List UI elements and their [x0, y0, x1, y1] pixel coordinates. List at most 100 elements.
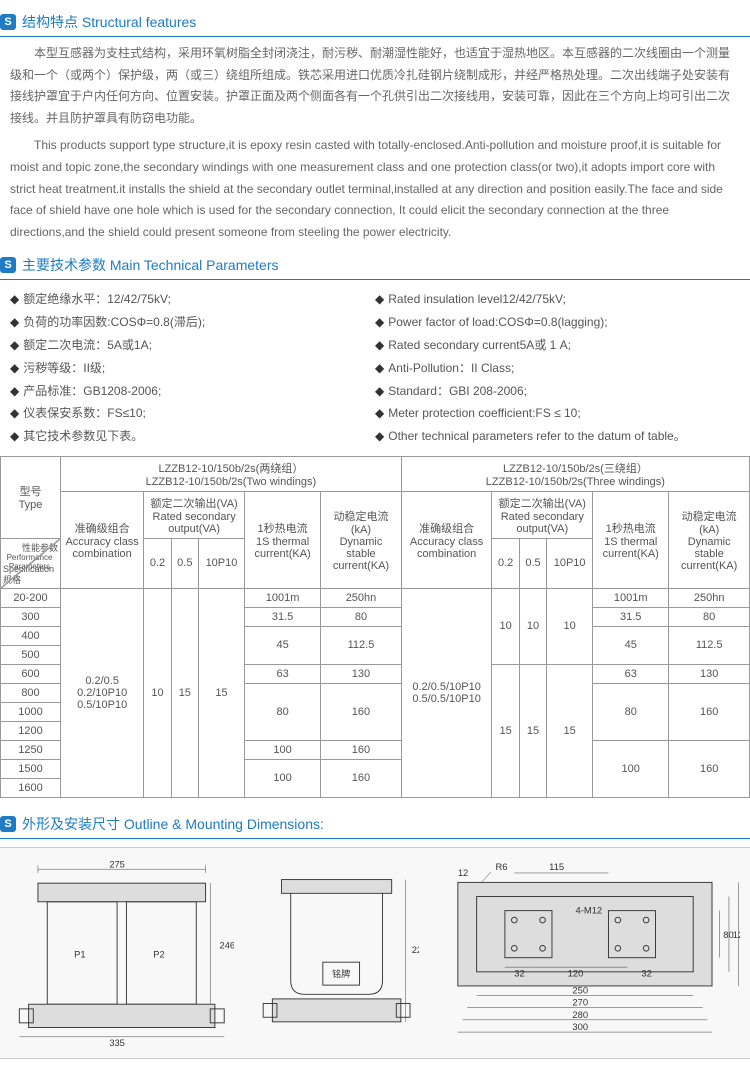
svg-text:115: 115: [549, 861, 564, 872]
th-model1: LZZB12-10/150b/2s(两绕组）LZZB12-10/150b/2s(…: [61, 456, 402, 491]
param-item: 污秽等级：II级;: [10, 357, 375, 380]
dynamic-cell: 112.5: [669, 626, 750, 664]
th-02: 0.2: [144, 538, 171, 588]
svg-text:12: 12: [458, 867, 468, 878]
output-cell: 10: [492, 588, 519, 664]
svg-text:120: 120: [567, 967, 583, 978]
th-type: 型号 Type: [1, 456, 61, 538]
output-cell: 15: [492, 664, 519, 797]
svg-text:120: 120: [732, 929, 740, 940]
output-cell: 10: [519, 588, 546, 664]
params-list-en: Rated insulation level12/42/75kV;Power f…: [375, 288, 740, 448]
dynamic-cell: 112.5: [321, 626, 402, 664]
svg-text:32: 32: [514, 967, 524, 978]
svg-text:335: 335: [109, 1038, 125, 1048]
output-cell: 15: [171, 588, 198, 797]
section-icon: S: [0, 816, 16, 832]
spec-cell: 1000: [1, 702, 61, 721]
thermal-cell: 63: [244, 664, 320, 683]
spec-cell: 20-200: [1, 588, 61, 607]
svg-text:280: 280: [572, 1009, 588, 1020]
dynamic-cell: 80: [321, 607, 402, 626]
param-item: Other technical parameters refer to the …: [375, 425, 740, 448]
section-title: 主要技术参数 Main Technical Parameters: [22, 255, 278, 275]
thermal-cell: 31.5: [593, 607, 669, 626]
th-02: 0.2: [492, 538, 519, 588]
thermal-cell: 80: [244, 683, 320, 740]
th-model2: LZZB12-10/150b/2s(三绕组）LZZB12-10/150b/2s(…: [401, 456, 749, 491]
th-dynamic: 动稳定电流(kA)Dynamic stable current(KA): [669, 491, 750, 588]
dynamic-cell: 80: [669, 607, 750, 626]
dynamic-cell: 130: [321, 664, 402, 683]
th-accuracy: 准确级组合Accuracy class combination: [61, 491, 144, 588]
dimension-diagrams: 275 P1 P2 335 246 铭牌 220 12 R6 115 4-M12…: [0, 847, 750, 1059]
section-title: 外形及安装尺寸 Outline & Mounting Dimensions:: [22, 814, 324, 834]
output-cell: 10: [144, 588, 171, 797]
svg-text:R6: R6: [495, 861, 507, 872]
svg-text:300: 300: [572, 1021, 588, 1032]
output-cell: 15: [519, 664, 546, 797]
th-dynamic: 动稳定电流(kA)Dynamic stable current(KA): [321, 491, 402, 588]
param-item: 仪表保安系数：FS≤10;: [10, 402, 375, 425]
spec-cell: 1250: [1, 740, 61, 759]
svg-text:220: 220: [411, 945, 418, 955]
spec-cell: 1500: [1, 759, 61, 778]
param-item: Meter protection coefficient:FS ≤ 10;: [375, 402, 740, 425]
top-view-diagram: 12 R6 115 4-M12 32 120 32 80 120 150 250…: [439, 858, 740, 1048]
thermal-cell: 100: [593, 740, 669, 797]
table-row: 20-2000.2/0.5 0.2/10P10 0.5/10P101015151…: [1, 588, 750, 607]
thermal-cell: 31.5: [244, 607, 320, 626]
dynamic-cell: 250hn: [321, 588, 402, 607]
param-item: Power factor of load:COSΦ=0.8(lagging);: [375, 311, 740, 334]
svg-text:275: 275: [109, 859, 125, 869]
th-thermal: 1秒热电流1S thermal current(KA): [593, 491, 669, 588]
th-spec-perf: 性能参数 Performance Parameters Specificatio…: [1, 538, 61, 588]
params-columns: 额定绝缘水平：12/42/75kV;负荷的功率因数:COSΦ=0.8(滞后);额…: [10, 288, 740, 448]
spec-cell: 1200: [1, 721, 61, 740]
section-title: 结构特点 Structural features: [22, 12, 196, 32]
outline-dimensions-header: S 外形及安装尺寸 Outline & Mounting Dimensions:: [0, 810, 750, 839]
spec-cell: 600: [1, 664, 61, 683]
output-cell: 15: [199, 588, 245, 797]
param-item: 额定二次电流：5A或1A;: [10, 334, 375, 357]
param-item: 其它技术参数见下表。: [10, 425, 375, 448]
thermal-cell: 1001m: [244, 588, 320, 607]
dynamic-cell: 250hn: [669, 588, 750, 607]
param-item: Rated secondary current5A或 1 A;: [375, 334, 740, 357]
th-accuracy: 准确级组合Accuracy class combination: [401, 491, 492, 588]
dynamic-cell: 160: [321, 759, 402, 797]
thermal-cell: 100: [244, 759, 320, 797]
svg-text:4-M12: 4-M12: [575, 904, 602, 915]
thermal-cell: 45: [244, 626, 320, 664]
th-thermal: 1秒热电流1S thermal current(KA): [244, 491, 320, 588]
accuracy-cell: 0.2/0.5/10P10 0.5/0.5/10P10: [401, 588, 492, 797]
spec-cell: 500: [1, 645, 61, 664]
output-cell: 15: [547, 664, 593, 797]
param-item: 产品标准：GB1208-2006;: [10, 380, 375, 403]
param-item: 负荷的功率因数:COSΦ=0.8(滞后);: [10, 311, 375, 334]
th-05: 0.5: [171, 538, 198, 588]
th-output: 额定二次输出(VA)Rated secondary output(VA): [492, 491, 593, 538]
param-item: Standard：GBI 208-2006;: [375, 380, 740, 403]
th-output: 额定二次输出(VA)Rated secondary output(VA): [144, 491, 245, 538]
front-view-diagram: 275 P1 P2 335 246: [10, 858, 234, 1048]
params-list-cn: 额定绝缘水平：12/42/75kV;负荷的功率因数:COSΦ=0.8(滞后);额…: [10, 288, 375, 448]
svg-text:250: 250: [572, 984, 588, 995]
th-10p10: 10P10: [547, 538, 593, 588]
svg-text:246: 246: [220, 940, 234, 950]
dynamic-cell: 160: [321, 683, 402, 740]
thermal-cell: 45: [593, 626, 669, 664]
dynamic-cell: 130: [669, 664, 750, 683]
dynamic-cell: 160: [669, 740, 750, 797]
section-icon: S: [0, 257, 16, 273]
side-view-diagram: 铭牌 220: [254, 858, 419, 1048]
svg-text:铭牌: 铭牌: [332, 968, 350, 979]
accuracy-cell: 0.2/0.5 0.2/10P10 0.5/10P10: [61, 588, 144, 797]
thermal-cell: 1001m: [593, 588, 669, 607]
spec-cell: 800: [1, 683, 61, 702]
output-cell: 10: [547, 588, 593, 664]
svg-text:270: 270: [572, 997, 588, 1008]
dynamic-cell: 160: [669, 683, 750, 740]
param-item: Rated insulation level12/42/75kV;: [375, 288, 740, 311]
dynamic-cell: 160: [321, 740, 402, 759]
